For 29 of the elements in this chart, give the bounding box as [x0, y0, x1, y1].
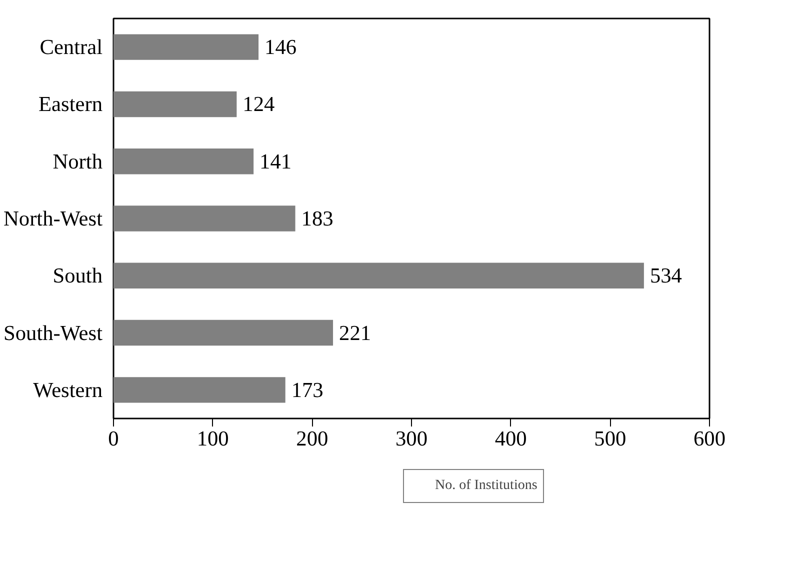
data-label: 146 [264, 35, 297, 60]
bar [114, 377, 286, 403]
x-tick-label: 300 [396, 426, 428, 450]
y-tick-label: North [52, 149, 103, 174]
data-label: 183 [301, 206, 334, 230]
y-tick-label: North-West [4, 206, 103, 230]
bar [114, 91, 237, 118]
x-tick-label: 100 [196, 426, 229, 450]
data-label: 221 [339, 320, 372, 345]
y-tick-label: South-West [4, 320, 103, 345]
data-label: 124 [242, 92, 275, 116]
x-tick-label: 0 [108, 426, 119, 450]
bar [114, 320, 334, 346]
bar [114, 148, 254, 174]
x-tick-label: 500 [594, 426, 626, 450]
data-label: 141 [260, 149, 292, 174]
y-tick-label: Eastern [38, 92, 103, 116]
data-label: 173 [291, 378, 324, 402]
bar [114, 34, 259, 60]
text: No. of Institutions [435, 478, 538, 494]
y-tick-label: Western [33, 378, 103, 402]
x-tick-label: 400 [494, 426, 527, 450]
data-label: 534 [650, 264, 682, 288]
y-tick-label: South [52, 264, 103, 288]
bar [114, 262, 644, 288]
bar [114, 206, 296, 232]
y-tick-label: Central [40, 35, 103, 60]
x-tick-label: 200 [296, 426, 328, 450]
x-tick-label: 600 [694, 426, 726, 450]
